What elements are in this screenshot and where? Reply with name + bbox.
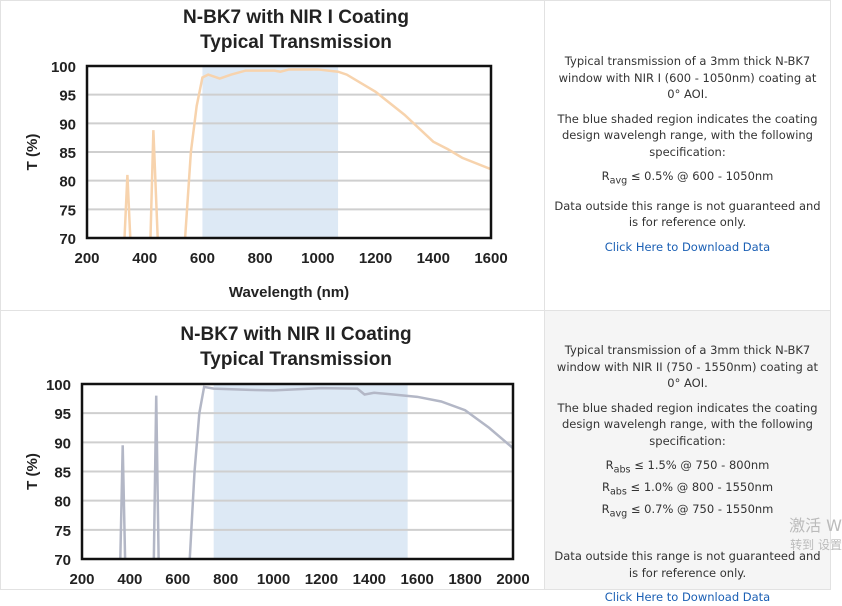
transmission-curve	[149, 130, 159, 238]
x-tick-label: 1400	[417, 250, 450, 267]
transmission-curve	[123, 174, 132, 238]
x-tick-label: 200	[74, 250, 99, 267]
y-tick-label: 100	[46, 377, 71, 394]
description: Typical transmission of a 3mm thick N-BK…	[558, 54, 817, 101]
spec-line: Ravg ≤ 0.5% @ 600 - 1050nm	[601, 169, 774, 187]
y-tick-label: 95	[54, 406, 71, 423]
x-tick-label: 1200	[305, 571, 338, 588]
y-axis-label: T (%)	[24, 453, 41, 490]
activation-watermark-sub: 转到 设置	[790, 538, 842, 552]
x-tick-label: 600	[190, 250, 215, 267]
x-tick-label: 600	[165, 571, 190, 588]
chart-title: N-BK7 with NIR II Coating	[180, 324, 411, 345]
x-tick-label: 1400	[353, 571, 386, 588]
info-panel-nir2: Typical transmission of a 3mm thick N-BK…	[544, 310, 831, 604]
y-tick-label: 85	[59, 145, 76, 162]
plot-frame	[85, 64, 493, 240]
y-tick-label: 100	[51, 59, 76, 76]
transmission-curve	[152, 395, 160, 559]
x-tick-label: 1600	[474, 250, 507, 267]
transmission-chart-nir2: N-BK7 with NIR II Coating Typical Transmi…	[24, 324, 530, 588]
y-tick-label: 70	[59, 231, 76, 248]
x-tick-label: 2000	[496, 571, 529, 588]
y-tick-label: 75	[54, 523, 71, 540]
y-axis-label: T (%)	[24, 134, 41, 171]
x-tick-label: 400	[117, 571, 142, 588]
y-tick-label: 75	[59, 202, 76, 219]
x-tick-label: 200	[69, 571, 94, 588]
x-tick-label: 800	[248, 250, 273, 267]
transmission-curve	[183, 68, 491, 238]
spec-line: Ravg ≤ 0.7% @ 750 - 1550nm	[601, 501, 774, 519]
chart-panel-nir1: N-BK7 with NIR I Coating Typical Transmis…	[0, 0, 545, 311]
transmission-curve	[119, 445, 127, 559]
spec-line: Rabs ≤ 1.0% @ 800 - 1550nm	[601, 479, 774, 498]
transmission-chart-nir1: N-BK7 with NIR I Coating Typical Transmis…	[24, 7, 508, 301]
chart-title: Typical Transmission	[200, 32, 392, 53]
info-panel-nir1: Typical transmission of a 3mm thick N-BK…	[544, 0, 831, 311]
plot-frame	[80, 382, 515, 561]
activation-watermark: 激活 W	[789, 516, 842, 535]
x-tick-label: 1200	[359, 250, 392, 267]
x-tick-label: 1600	[401, 571, 434, 588]
y-tick-label: 95	[59, 88, 76, 105]
transmission-curve	[188, 385, 513, 559]
x-tick-label: 400	[132, 250, 157, 267]
x-tick-label: 800	[213, 571, 238, 588]
x-axis-label: Wavelength (nm)	[229, 284, 349, 301]
chart-title: N-BK7 with NIR I Coating	[183, 7, 409, 28]
y-tick-label: 85	[54, 465, 71, 482]
y-tick-label: 80	[59, 174, 76, 191]
description: Typical transmission of a 3mm thick N-BK…	[556, 343, 819, 390]
disclaimer: Data outside this range is not guarantee…	[554, 549, 821, 580]
y-tick-label: 80	[54, 494, 71, 511]
x-tick-label: 1000	[257, 571, 290, 588]
download-data-link[interactable]: Click Here to Download Data	[604, 239, 771, 254]
y-tick-label: 90	[59, 116, 76, 133]
chart-panel-nir2: N-BK7 with NIR II Coating Typical Transmi…	[0, 310, 545, 590]
download-data-link[interactable]: Click Here to Download Data	[604, 590, 771, 605]
chart-title: Typical Transmission	[200, 349, 392, 370]
y-tick-label: 70	[54, 552, 71, 569]
shaded-note: The blue shaded region indicates the coa…	[557, 400, 818, 448]
shaded-note: The blue shaded region indicates the coa…	[557, 111, 818, 159]
disclaimer: Data outside this range is not guarantee…	[554, 198, 821, 230]
y-tick-label: 90	[54, 435, 71, 452]
x-tick-label: 1800	[448, 571, 481, 588]
spec-line: Rabs ≤ 1.5% @ 750 - 800nm	[605, 458, 770, 476]
x-tick-label: 1000	[301, 250, 334, 267]
